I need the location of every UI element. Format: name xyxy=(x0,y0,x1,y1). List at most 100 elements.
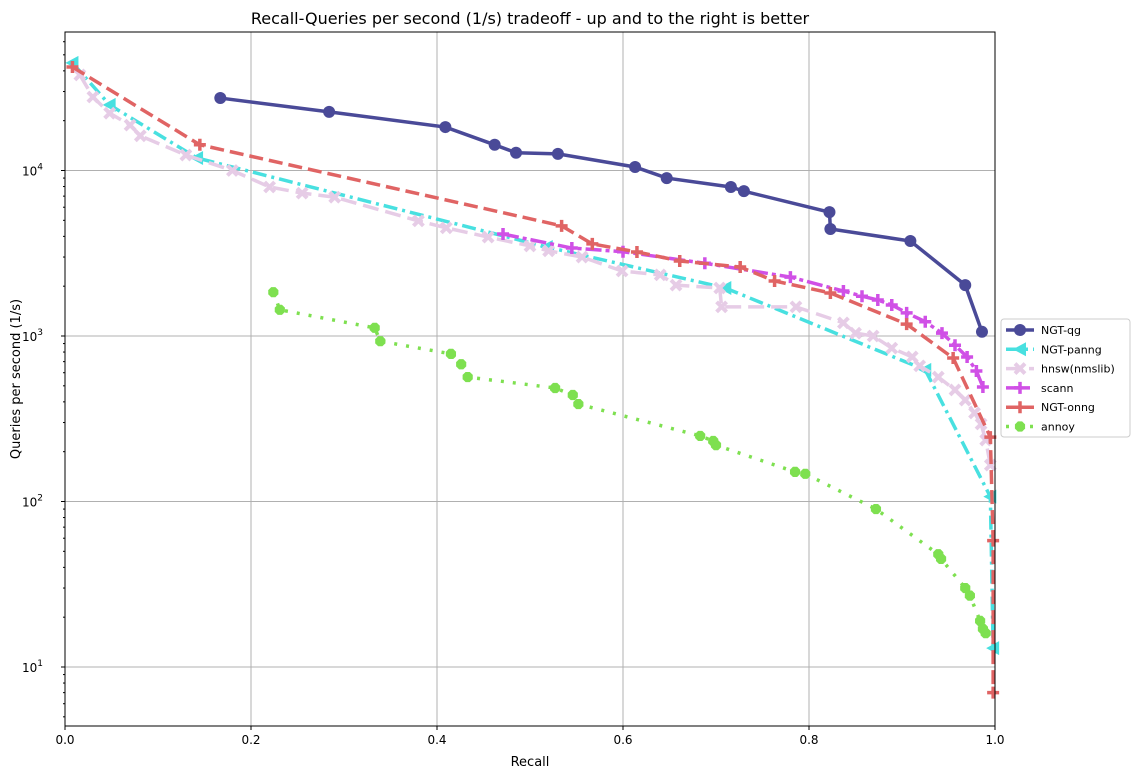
data-point-octagon xyxy=(462,371,473,383)
data-point-x xyxy=(958,393,972,407)
data-point-x xyxy=(715,300,728,314)
x-tick-label: 0.2 xyxy=(241,733,260,747)
plus-stroke xyxy=(987,686,1000,699)
chart-title: Recall-Queries per second (1/s) tradeoff… xyxy=(251,9,810,28)
legend-item: NGT-qg xyxy=(1006,324,1081,337)
data-point-plus xyxy=(987,534,1000,547)
data-point-x xyxy=(885,341,899,355)
y-tick-base: 10 xyxy=(22,496,37,510)
data-point-octagon xyxy=(789,466,801,477)
plus-stroke xyxy=(947,352,960,365)
data-point-plus xyxy=(193,138,206,151)
y-tick-base: 10 xyxy=(22,330,37,344)
legend-label: NGT-qg xyxy=(1041,324,1081,337)
data-point-plus xyxy=(586,237,599,250)
plus-stroke xyxy=(987,534,1000,547)
data-point-x xyxy=(263,180,277,194)
y-tick-exponent: 2 xyxy=(37,494,43,504)
plus-stroke xyxy=(497,228,510,241)
data-point-x xyxy=(542,244,556,258)
data-point-circle xyxy=(823,206,836,219)
data-point-plus xyxy=(768,274,781,287)
data-point-plus xyxy=(885,298,898,311)
x-stroke xyxy=(439,221,453,235)
data-point-x xyxy=(225,164,239,177)
x-stroke xyxy=(958,393,972,407)
data-point-plus xyxy=(961,350,974,363)
data-point-plus xyxy=(497,228,510,241)
data-point-x xyxy=(615,264,629,278)
data-point-x xyxy=(931,370,945,384)
x-stroke xyxy=(328,190,342,204)
data-point-plus xyxy=(565,242,578,255)
series-line xyxy=(71,65,995,693)
data-point-x xyxy=(295,186,309,200)
data-point-plus xyxy=(555,219,568,232)
y-tick-base: 10 xyxy=(22,661,37,675)
data-point-plus xyxy=(734,261,747,274)
data-point-x xyxy=(948,383,962,397)
x-stroke xyxy=(411,214,425,228)
data-point-x xyxy=(103,106,117,120)
data-point-x xyxy=(789,300,803,314)
data-point-octagon xyxy=(695,430,706,442)
data-point-circle xyxy=(904,234,917,247)
plus-stroke xyxy=(784,271,797,284)
y-tick-label: 103 xyxy=(22,328,43,344)
data-point-octagon xyxy=(375,336,386,347)
x-tick-label: 0.4 xyxy=(427,733,446,747)
data-point-triangle xyxy=(986,641,1000,656)
data-point-circle xyxy=(510,146,523,159)
plus-stroke xyxy=(900,306,913,319)
data-point-x xyxy=(1013,362,1027,376)
y-tick-label: 101 xyxy=(22,659,43,675)
data-point-plus xyxy=(919,315,932,328)
y-tick-exponent: 1 xyxy=(37,659,43,669)
data-point-circle xyxy=(629,160,642,173)
data-point-octagon xyxy=(456,359,467,370)
data-point-octagon xyxy=(369,322,380,333)
series-hnsw-nmslib- xyxy=(73,68,997,472)
data-point-plus xyxy=(1014,381,1026,394)
data-point-plus xyxy=(935,327,948,340)
y-axis-label: Queries per second (1/s) xyxy=(9,299,24,459)
x-axis-label: Recall xyxy=(511,755,550,770)
series-ngt-onng xyxy=(66,61,1000,699)
plot-frame xyxy=(64,31,996,727)
data-point-x xyxy=(86,90,100,104)
data-point-circle xyxy=(824,223,837,236)
x-stroke xyxy=(866,329,880,343)
x-stroke xyxy=(481,230,495,244)
data-point-circle xyxy=(975,325,988,338)
x-tick-label: 0.0 xyxy=(55,733,74,747)
data-point-plus xyxy=(1014,401,1026,414)
data-point-plus xyxy=(856,290,869,303)
plus-stroke xyxy=(734,261,747,274)
data-point-x xyxy=(983,458,997,472)
data-point-plus xyxy=(824,286,837,299)
plus-stroke xyxy=(1014,401,1026,414)
plus-stroke xyxy=(586,237,599,250)
plus-stroke xyxy=(768,274,781,287)
legend-label: annoy xyxy=(1041,421,1075,434)
series-annoy xyxy=(268,287,991,639)
legend-item: NGT-onng xyxy=(1006,401,1095,414)
data-point-x xyxy=(836,316,850,330)
plus-stroke xyxy=(630,245,643,258)
data-point-octagon xyxy=(550,382,561,394)
plus-stroke xyxy=(565,242,578,255)
x-stroke xyxy=(669,278,683,292)
x-stroke xyxy=(948,383,962,397)
x-stroke xyxy=(263,180,277,194)
grid xyxy=(65,32,995,726)
plus-stroke xyxy=(66,61,79,74)
x-stroke xyxy=(295,186,309,200)
plus-stroke xyxy=(976,380,989,393)
plus-stroke xyxy=(193,138,206,151)
y-tick-exponent: 3 xyxy=(37,328,43,338)
data-point-plus xyxy=(970,364,983,377)
x-tick-label: 0.6 xyxy=(613,733,632,747)
series-layer xyxy=(65,55,1000,699)
